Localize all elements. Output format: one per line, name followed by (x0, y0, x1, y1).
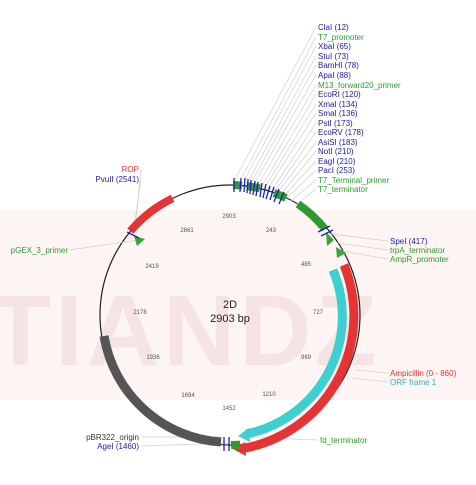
tick-1936: 1936 (146, 355, 160, 361)
pvuii-mark (126, 231, 140, 239)
trpa-terminator-arrow (326, 232, 334, 246)
ampicillin-arrowhead (233, 442, 246, 456)
tick-2178: 2178 (133, 310, 147, 316)
tick-969: 969 (301, 355, 312, 361)
label-t7-terminal-primer: T7_Terminal_primer (318, 176, 389, 185)
tick-1210: 1210 (262, 392, 276, 398)
label-xbai: XbaI (65) (318, 42, 351, 51)
label-paci: PacI (253) (318, 166, 355, 175)
label-noti: NotI (210) (318, 147, 354, 156)
label-leaders (69, 26, 389, 447)
tick-1694: 1694 (181, 393, 195, 399)
spei-marks (317, 225, 334, 237)
tick-labels: 2903 243 485 727 969 1210 1452 1694 1936… (133, 214, 323, 412)
label-smai: SmaI (136) (318, 109, 358, 118)
label-orf: ORF frame 1 (390, 378, 437, 387)
label-spei: SpeI (417) (390, 237, 428, 246)
ampicillin-feature (239, 263, 359, 454)
orf-arrowhead (238, 428, 250, 442)
tick-243: 243 (266, 228, 277, 234)
label-ampr-promoter: AmpR_promoter (390, 255, 449, 264)
label-fd-terminator: fd_terminator (320, 436, 367, 445)
label-bamhi: BamHI (78) (318, 61, 359, 70)
label-agei: AgeI (1460) (97, 442, 139, 451)
plasmid-size: 2903 bp (210, 313, 250, 325)
label-apai: ApaI (88) (318, 71, 351, 80)
label-clai: ClaI (12) (318, 23, 349, 32)
tick-1452: 1452 (222, 406, 236, 412)
tick-2903: 2903 (222, 214, 236, 220)
label-eagi: EagI (210) (318, 157, 356, 166)
ampr-promoter-arrow (336, 247, 346, 258)
tick-2419: 2419 (145, 264, 159, 270)
mcs-region (232, 177, 288, 205)
t7-terminal-primer-feature (272, 189, 288, 202)
pbr322-origin-feature (99, 335, 222, 447)
tick-2661: 2661 (180, 228, 194, 234)
label-ampicillin: Ampicillin (0 - 860) (390, 369, 457, 378)
plasmid-name: 2D (223, 299, 237, 311)
label-pgex-primer: pGEX_3_primer (11, 246, 69, 255)
tick-485: 485 (301, 262, 312, 268)
label-rop: ROP (122, 165, 139, 174)
label-t7-terminator: T7_terminator (318, 185, 368, 194)
label-pbr322-origin: pBR322_origin (86, 433, 139, 442)
agei-marks (223, 437, 230, 451)
label-ecorv: EcoRV (178) (318, 128, 364, 137)
label-asisi: AsiSI (183) (318, 138, 358, 147)
orf-feature (245, 268, 347, 439)
label-ecori: EcoRI (120) (318, 90, 361, 99)
rop-feature (127, 194, 175, 234)
label-stui: StuI (73) (318, 52, 349, 61)
label-t7-promoter: T7_promoter (318, 33, 364, 42)
label-m13-primer: M13_forward20_primer (318, 81, 401, 90)
watermark: TIANDZ (0, 210, 476, 400)
label-psti: PstI (173) (318, 119, 353, 128)
pgex-primer-arrow (134, 236, 145, 246)
label-xmai: XmaI (134) (318, 100, 358, 109)
t7-promoter-feature (232, 181, 243, 190)
watermark-text: TIANDZ (0, 275, 381, 387)
label-pvuii: PvuII (2541) (95, 175, 139, 184)
plasmid-backbone (99, 184, 361, 446)
label-trpa-terminator: trpA_terminator (390, 246, 445, 255)
tick-727: 727 (313, 310, 324, 316)
